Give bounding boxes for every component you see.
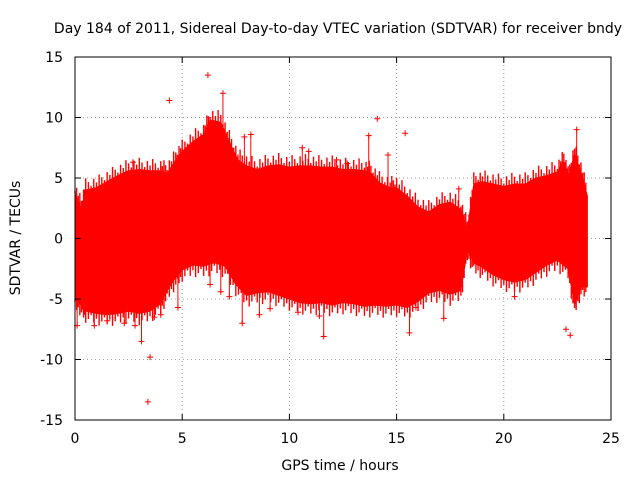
y-tick-label: 15 — [45, 50, 63, 66]
y-tick-label: -15 — [40, 413, 63, 429]
y-tick-label: -5 — [49, 292, 63, 308]
data-point — [267, 305, 274, 312]
data-point — [217, 288, 224, 295]
data-point — [299, 144, 306, 151]
data-point — [385, 152, 392, 159]
data-point — [511, 293, 518, 300]
data-point — [132, 322, 139, 329]
data-point — [241, 133, 248, 140]
data-point — [256, 311, 263, 318]
data-point — [305, 148, 312, 155]
data-point — [412, 304, 419, 311]
data-point — [294, 309, 301, 316]
data-point — [344, 160, 351, 167]
data-point — [157, 311, 164, 318]
y-tick-label: -10 — [40, 353, 63, 369]
data-point — [166, 97, 173, 104]
data-point — [374, 115, 381, 122]
data-point — [406, 329, 413, 336]
data-band — [74, 119, 588, 316]
data-point — [567, 332, 574, 339]
data-point — [440, 315, 447, 322]
x-tick-label: 20 — [495, 431, 513, 447]
data-point — [402, 130, 409, 137]
data-point — [174, 304, 181, 311]
data-point — [247, 131, 254, 138]
y-tick-label: 5 — [54, 171, 63, 187]
axis-ticks: 0 5 10 15 20 25 -15 -10 -5 0 5 10 15 — [40, 50, 620, 447]
data-point — [226, 293, 233, 300]
x-tick-label: 15 — [388, 431, 406, 447]
data-point — [455, 185, 462, 192]
y-axis-label: SDTVAR / TECUs — [8, 181, 24, 296]
data-point — [316, 312, 323, 319]
data-point — [562, 326, 569, 333]
data-point — [365, 132, 372, 139]
chart-title: Day 184 of 2011, Sidereal Day-to-day VTE… — [54, 21, 622, 37]
data-point — [333, 156, 340, 163]
x-tick-label: 5 — [178, 431, 187, 447]
y-tick-label: 0 — [54, 232, 63, 248]
data-point — [104, 317, 111, 324]
data-point — [121, 320, 128, 327]
data-point — [151, 314, 158, 321]
x-axis-label: GPS time / hours — [281, 458, 398, 474]
data-point — [219, 90, 226, 97]
x-tick-label: 25 — [602, 431, 620, 447]
data-point — [573, 126, 580, 133]
data-layer — [74, 72, 588, 405]
y-tick-label: 10 — [45, 111, 63, 127]
data-point — [138, 338, 145, 345]
data-point — [207, 281, 214, 288]
x-tick-label: 10 — [280, 431, 298, 447]
data-point — [204, 72, 211, 79]
data-point — [147, 354, 154, 361]
data-point — [575, 177, 582, 184]
data-point — [91, 322, 98, 329]
data-point — [320, 333, 327, 340]
data-point — [239, 320, 246, 327]
data-point — [129, 159, 136, 166]
x-tick-label: 0 — [71, 431, 80, 447]
data-point — [144, 398, 151, 405]
